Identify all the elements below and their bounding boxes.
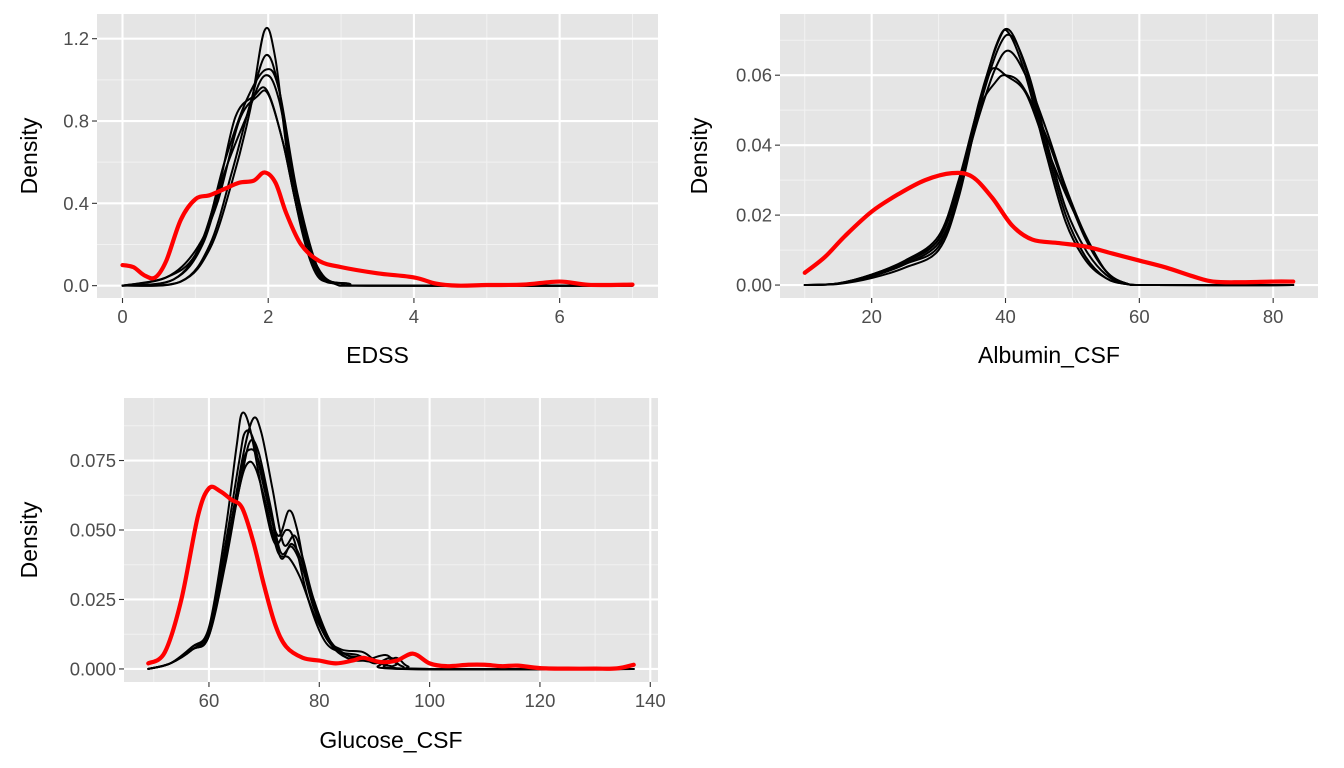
- panel-edss-x-tick-label: 4: [409, 306, 419, 327]
- panel-edss-y-tick-label: 0.0: [63, 275, 89, 296]
- panel-glucose-csf-y-tick-label: 0.000: [70, 658, 116, 679]
- panel-albumin-csf-y-axis: 0.00 0.02 0.04 0.06: [736, 65, 780, 296]
- panel-edss-y-tick-label: 0.8: [63, 111, 89, 132]
- panel-glucose-csf-x-tick-label: 60: [199, 690, 220, 711]
- panel-edss-x-tick-label: 6: [554, 306, 564, 327]
- panel-edss-background: [97, 14, 658, 298]
- panel-albumin-csf-x-tick-label: 60: [1129, 306, 1150, 327]
- panel-albumin-csf-y-tick-label: 0.06: [736, 65, 772, 86]
- panel-glucose-csf: 0.000 0.025 0.050 0.075 60 80 100 120 140 Gluco…: [16, 398, 666, 753]
- panel-edss-x-axis: 0 2 4 6: [117, 298, 564, 327]
- panel-edss-x-tick-label: 0: [117, 306, 127, 327]
- panel-albumin-csf-x-tick-label: 20: [861, 306, 882, 327]
- panel-glucose-csf-x-axis: 60 80 100 120 140: [199, 682, 666, 711]
- panel-edss-y-axis-title: Density: [16, 117, 42, 194]
- panel-edss-x-axis-title: EDSS: [346, 342, 409, 368]
- panel-glucose-csf-y-tick-label: 0.025: [70, 589, 116, 610]
- panel-glucose-csf-y-tick-label: 0.075: [70, 450, 116, 471]
- panel-albumin-csf-x-tick-label: 80: [1263, 306, 1284, 327]
- panel-edss-y-axis: 0.0 0.4 0.8 1.2: [63, 28, 97, 296]
- panel-glucose-csf-y-axis: 0.000 0.025 0.050 0.075: [70, 450, 124, 679]
- panel-glucose-csf-x-tick-label: 100: [414, 690, 445, 711]
- panel-edss-x-tick-label: 2: [263, 306, 273, 327]
- panel-glucose-csf-x-tick-label: 140: [635, 690, 666, 711]
- panel-albumin-csf-y-tick-label: 0.00: [736, 275, 772, 296]
- panel-glucose-csf-y-tick-label: 0.050: [70, 519, 116, 540]
- panel-glucose-csf-y-axis-title: Density: [16, 501, 42, 578]
- panel-albumin-csf: 0.00 0.02 0.04 0.06 20 40 60 80 Albumin_CSF De…: [686, 14, 1318, 368]
- panel-glucose-csf-x-axis-title: Glucose_CSF: [319, 727, 462, 753]
- panel-albumin-csf-y-tick-label: 0.04: [736, 135, 772, 156]
- panel-albumin-csf-y-tick-label: 0.02: [736, 205, 772, 226]
- panel-albumin-csf-y-axis-title: Density: [686, 117, 712, 194]
- panel-edss: 0.0 0.4 0.8 1.2 0 2 4 6 EDSS Density: [16, 14, 658, 368]
- panel-edss-y-tick-label: 1.2: [63, 28, 89, 49]
- panel-albumin-csf-x-axis: 20 40 60 80: [861, 298, 1283, 327]
- panel-glucose-csf-x-tick-label: 120: [525, 690, 556, 711]
- panel-albumin-csf-x-tick-label: 40: [995, 306, 1016, 327]
- panel-edss-y-tick-label: 0.4: [63, 193, 89, 214]
- panel-albumin-csf-x-axis-title: Albumin_CSF: [978, 342, 1120, 368]
- panel-glucose-csf-x-tick-label: 80: [309, 690, 330, 711]
